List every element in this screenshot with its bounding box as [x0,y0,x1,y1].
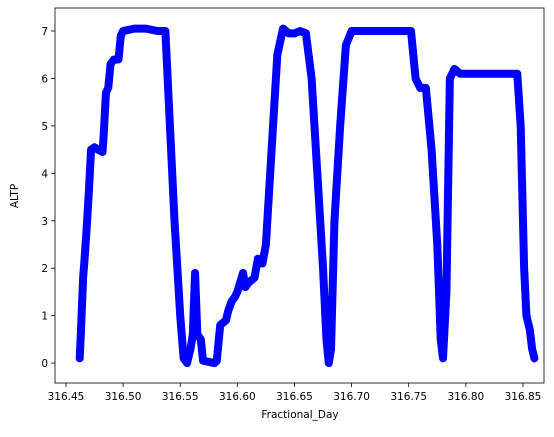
x-tick-label: 316.50 [105,391,142,403]
y-tick-label: 4 [41,168,48,180]
x-axis-label: Fractional_Day [261,409,338,421]
y-axis-label: ALTP [9,184,21,208]
x-tick-label: 316.80 [447,391,484,403]
x-tick-label: 316.75 [390,391,427,403]
y-tick-label: 7 [41,26,48,38]
y-tick-label: 6 [41,73,48,85]
x-tick-label: 316.85 [505,391,542,403]
data-line [75,24,539,368]
x-tick-label: 316.45 [48,391,85,403]
x-tick-label: 316.70 [333,391,370,403]
x-tick-label: 316.65 [276,391,313,403]
y-tick-label: 2 [41,263,48,275]
y-tick-label: 5 [41,121,48,133]
y-tick-label: 3 [41,216,48,228]
y-tick-label: 0 [41,358,48,370]
plot-frame [54,7,545,384]
x-tick-label: 316.60 [219,391,256,403]
y-tick-label: 1 [41,311,48,323]
x-tick-label: 316.55 [162,391,199,403]
